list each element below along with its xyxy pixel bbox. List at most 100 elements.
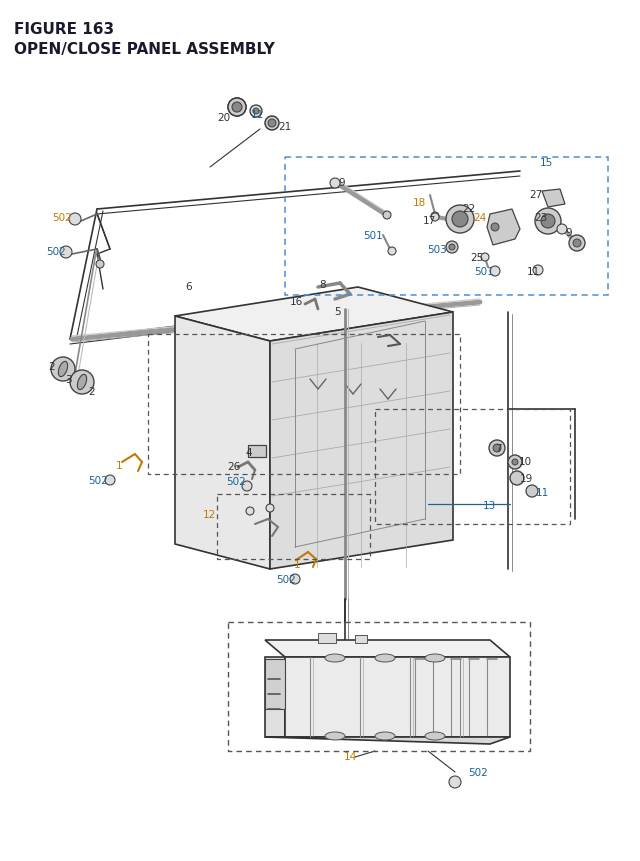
Text: 502: 502 — [88, 475, 108, 486]
Circle shape — [228, 99, 246, 117]
Text: 8: 8 — [319, 280, 326, 289]
Circle shape — [383, 212, 391, 220]
Ellipse shape — [375, 654, 395, 662]
Text: 9: 9 — [339, 177, 345, 188]
Polygon shape — [542, 189, 565, 208]
Circle shape — [512, 460, 518, 466]
Circle shape — [265, 117, 279, 131]
Text: 6: 6 — [185, 282, 191, 292]
Text: 5: 5 — [334, 307, 341, 317]
Text: 26: 26 — [227, 461, 240, 472]
Circle shape — [228, 99, 246, 117]
Circle shape — [491, 224, 499, 232]
Text: 2: 2 — [88, 387, 95, 397]
Circle shape — [246, 507, 254, 516]
Text: FIGURE 163: FIGURE 163 — [14, 22, 114, 37]
Text: 21: 21 — [278, 122, 291, 132]
Text: 17: 17 — [423, 216, 436, 226]
Polygon shape — [175, 317, 270, 569]
Circle shape — [490, 267, 500, 276]
Text: 18: 18 — [413, 198, 426, 208]
Ellipse shape — [325, 654, 345, 662]
Text: 10: 10 — [519, 456, 532, 467]
Circle shape — [508, 455, 522, 469]
Circle shape — [242, 481, 252, 492]
Text: 1: 1 — [115, 461, 122, 470]
Circle shape — [449, 245, 455, 251]
Text: 11: 11 — [536, 487, 549, 498]
Text: 503: 503 — [428, 245, 447, 255]
Ellipse shape — [58, 362, 68, 377]
Text: 501: 501 — [364, 231, 383, 241]
Polygon shape — [265, 737, 510, 744]
Circle shape — [70, 370, 94, 394]
Circle shape — [233, 104, 241, 112]
Text: 9: 9 — [565, 228, 572, 238]
Bar — [228, 623, 530, 751]
Text: 11: 11 — [251, 110, 264, 120]
Circle shape — [569, 236, 585, 251]
Circle shape — [69, 214, 81, 226]
Circle shape — [526, 486, 538, 498]
Circle shape — [60, 247, 72, 258]
Circle shape — [510, 472, 524, 486]
Bar — [217, 494, 370, 560]
Circle shape — [96, 261, 104, 269]
Polygon shape — [265, 641, 510, 657]
Text: 502: 502 — [276, 574, 296, 585]
Circle shape — [446, 242, 458, 254]
Text: 22: 22 — [462, 204, 476, 214]
Text: 13: 13 — [483, 500, 496, 511]
Text: 27: 27 — [530, 189, 543, 200]
Text: 16: 16 — [290, 297, 303, 307]
Ellipse shape — [375, 732, 395, 740]
Text: 24: 24 — [474, 213, 487, 223]
Circle shape — [51, 357, 75, 381]
Circle shape — [388, 248, 396, 256]
Text: 7: 7 — [495, 443, 502, 454]
Bar — [148, 335, 460, 474]
Text: 15: 15 — [540, 158, 553, 168]
Text: 502: 502 — [227, 476, 246, 486]
Polygon shape — [487, 210, 520, 245]
Ellipse shape — [325, 732, 345, 740]
Text: 20: 20 — [217, 113, 230, 123]
Circle shape — [541, 214, 555, 229]
Text: 502: 502 — [52, 213, 72, 223]
Text: 502: 502 — [46, 247, 66, 257]
Circle shape — [493, 444, 501, 453]
Bar — [375, 410, 570, 524]
Circle shape — [573, 239, 581, 248]
Bar — [318, 633, 336, 643]
Text: 3: 3 — [65, 375, 72, 385]
Text: 501: 501 — [474, 267, 494, 276]
Text: 11: 11 — [527, 267, 540, 276]
Text: 2: 2 — [49, 362, 55, 372]
Bar — [248, 445, 266, 457]
Ellipse shape — [425, 654, 445, 662]
Circle shape — [535, 208, 561, 235]
Circle shape — [481, 254, 489, 262]
Polygon shape — [265, 660, 285, 709]
Text: 12: 12 — [203, 510, 216, 519]
Circle shape — [253, 108, 259, 115]
Text: 1: 1 — [293, 560, 300, 569]
Circle shape — [533, 266, 543, 276]
Text: 14: 14 — [344, 751, 357, 761]
Circle shape — [489, 441, 505, 456]
Circle shape — [446, 206, 474, 233]
Circle shape — [266, 505, 274, 512]
Circle shape — [290, 574, 300, 585]
Circle shape — [557, 225, 567, 235]
Polygon shape — [270, 313, 453, 569]
Polygon shape — [265, 657, 285, 737]
Circle shape — [105, 475, 115, 486]
Text: 23: 23 — [535, 213, 548, 223]
Circle shape — [330, 179, 340, 189]
Ellipse shape — [77, 375, 86, 390]
Text: 19: 19 — [520, 474, 533, 483]
Circle shape — [232, 102, 242, 113]
Ellipse shape — [425, 732, 445, 740]
Text: 502: 502 — [468, 767, 488, 777]
Bar — [355, 635, 367, 643]
